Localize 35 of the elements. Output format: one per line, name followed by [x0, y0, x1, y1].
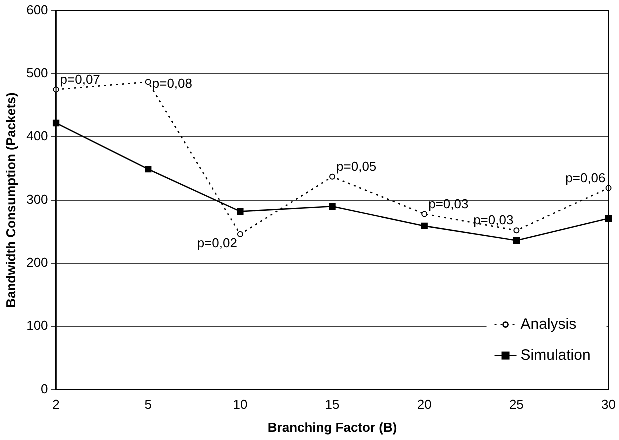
legend-label: Simulation: [520, 346, 591, 364]
point: [237, 208, 244, 215]
x-tick-label: 25: [509, 397, 524, 412]
y-tick-label: 300: [26, 192, 48, 207]
x-axis-title: Branching Factor (B): [268, 420, 398, 435]
annotation: p=0,07: [60, 72, 100, 87]
point: [145, 79, 152, 86]
y-tick-label: 500: [26, 66, 48, 81]
annotation: p=0,08: [152, 76, 192, 91]
point: [514, 228, 520, 234]
point: [513, 237, 520, 244]
x-tick-label: 30: [602, 397, 616, 412]
annotation: p=0,03: [428, 196, 469, 212]
x-tick-label: 10: [233, 397, 248, 412]
y-tick-label: 200: [26, 255, 48, 270]
y-tick-label: 100: [26, 318, 48, 334]
annotation: p=0,03: [474, 212, 514, 228]
point: [145, 166, 152, 173]
y-tick-label: 600: [26, 2, 48, 18]
x-tick-label: 5: [144, 397, 152, 412]
point: [237, 231, 244, 238]
x-tick-label: 20: [417, 397, 432, 412]
legend-label: Analysis: [520, 316, 577, 333]
annotation: p=0,05: [336, 159, 377, 174]
point: [329, 203, 336, 210]
y-axis-title: Bandwidth Consumption (Packets): [3, 92, 18, 308]
point: [421, 222, 428, 230]
x-tick-label: 2: [52, 397, 60, 412]
annotation: p=0,06: [566, 170, 606, 186]
annotation: p=0,02: [197, 235, 238, 250]
point: [330, 174, 336, 180]
x-tick-label: 15: [325, 397, 340, 412]
y-tick-label: 400: [26, 128, 48, 144]
point: [422, 211, 428, 218]
y-tick-label: 0: [41, 381, 48, 396]
